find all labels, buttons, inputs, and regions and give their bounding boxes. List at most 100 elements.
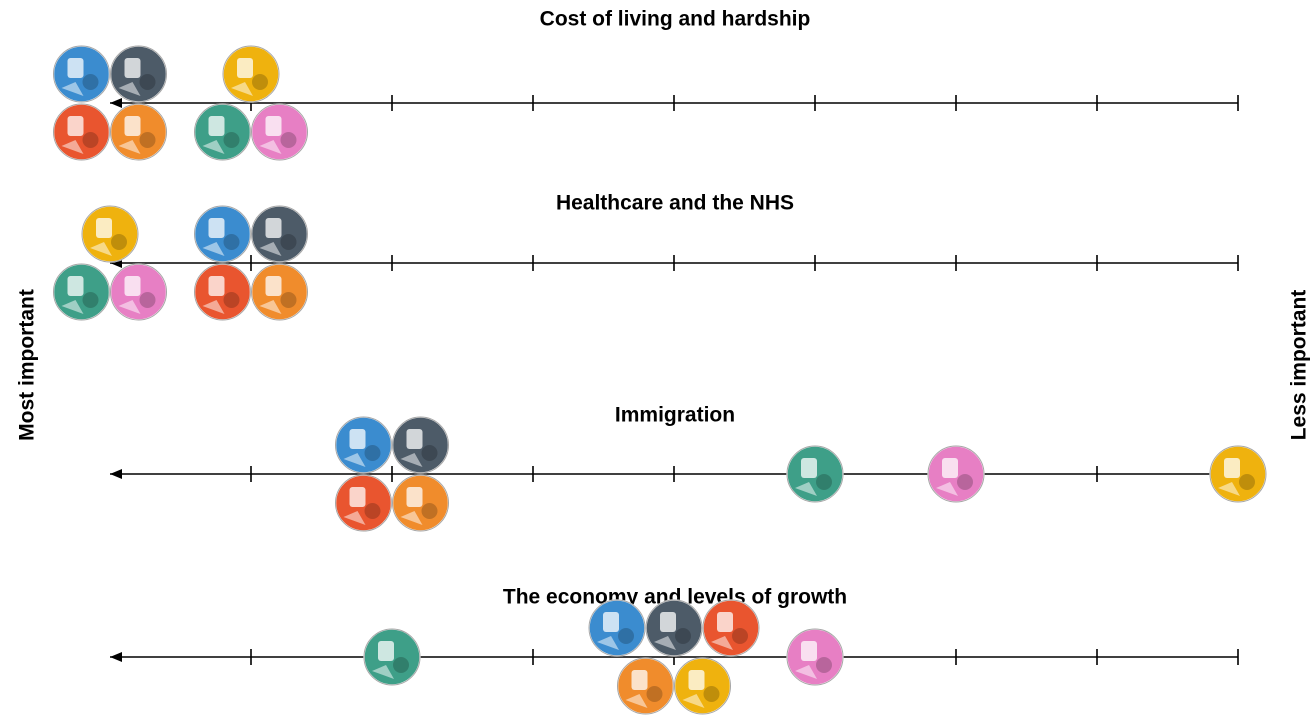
icon-detail: [936, 482, 958, 496]
icon-ring: [392, 416, 449, 474]
icon-ring: [702, 599, 760, 657]
persona-icon: [81, 205, 139, 263]
icon-detail: [597, 636, 619, 650]
icon-ring: [194, 103, 251, 161]
right-axis-label: Less important: [1288, 290, 1311, 441]
icon-detail: [364, 503, 381, 519]
icon-detail: [208, 276, 225, 296]
persona-icon: [391, 416, 450, 474]
icon-ring: [194, 205, 251, 263]
persona-icon: [193, 205, 252, 263]
icon-ring: [251, 103, 308, 161]
icon-detail: [349, 429, 366, 449]
icon-ring: [335, 474, 392, 532]
persona-icon: [786, 628, 844, 686]
icon-ring: [53, 45, 110, 103]
icon-detail: [202, 242, 225, 256]
panel-title: Cost of living and hardship: [540, 8, 811, 31]
persona-icon: [616, 657, 675, 715]
icon-detail: [252, 74, 268, 90]
panel-title: Immigration: [615, 404, 735, 427]
icon-ring: [786, 628, 844, 686]
icon-detail: [957, 474, 973, 490]
icon-detail: [816, 474, 832, 490]
icon-detail: [717, 612, 733, 632]
icon-ring: [1209, 445, 1267, 503]
icon-ring: [674, 657, 731, 715]
axis-arrow: [110, 98, 122, 108]
icon-detail: [343, 511, 366, 525]
persona-icon: [1209, 445, 1267, 503]
persona-icon: [673, 657, 732, 715]
icon-detail: [139, 292, 156, 308]
icon-detail: [118, 140, 141, 154]
icon-detail: [372, 665, 394, 679]
icon-detail: [259, 242, 282, 256]
icon-detail: [421, 503, 438, 519]
icon-ring: [222, 45, 280, 103]
icon-detail: [265, 276, 282, 296]
icon-detail: [703, 686, 720, 702]
icon-detail: [711, 636, 733, 650]
icon-detail: [259, 300, 282, 314]
persona-icon: [222, 45, 280, 103]
icon-detail: [660, 612, 676, 632]
persona-icon: [645, 599, 703, 657]
icon-detail: [732, 628, 748, 644]
icon-detail: [349, 487, 366, 507]
icon-detail: [90, 242, 112, 256]
icon-detail: [124, 58, 141, 78]
icon-detail: [603, 612, 619, 632]
icon-detail: [631, 670, 648, 690]
persona-icon: [109, 45, 168, 103]
icon-ring: [110, 103, 167, 161]
icon-detail: [139, 74, 156, 90]
icon-detail: [364, 445, 381, 461]
icon-detail: [280, 132, 297, 148]
icon-detail: [265, 218, 282, 238]
icon-ring: [927, 445, 985, 503]
icon-detail: [202, 300, 225, 314]
icon-detail: [111, 234, 127, 250]
icon-ring: [251, 263, 308, 321]
icon-detail: [816, 657, 832, 673]
icon-detail: [67, 276, 84, 296]
icon-detail: [124, 276, 141, 296]
icon-detail: [237, 58, 253, 78]
icon-ring: [110, 45, 167, 103]
icon-detail: [67, 58, 84, 78]
icon-detail: [942, 458, 958, 478]
icon-detail: [280, 234, 297, 250]
icon-detail: [688, 670, 705, 690]
left-axis-label: Most important: [16, 289, 39, 441]
persona-icon: [52, 45, 111, 103]
icon-ring: [645, 599, 703, 657]
icon-detail: [202, 140, 225, 154]
icon-detail: [223, 234, 240, 250]
icon-detail: [400, 453, 423, 467]
persona-icon: [702, 599, 760, 657]
icon-detail: [393, 657, 409, 673]
icon-detail: [625, 694, 648, 708]
icon-ring: [110, 263, 167, 321]
icon-detail: [82, 292, 99, 308]
icon-detail: [67, 116, 84, 136]
icon-detail: [801, 641, 817, 661]
icon-ring: [363, 628, 421, 686]
icon-detail: [265, 116, 282, 136]
icon-ring: [251, 205, 308, 263]
icon-detail: [1218, 482, 1240, 496]
persona-icon: [334, 416, 393, 474]
persona-icon: [250, 263, 309, 321]
persona-icon: [193, 103, 252, 161]
icon-detail: [118, 300, 141, 314]
icon-detail: [400, 511, 423, 525]
persona-icon: [334, 474, 393, 532]
icon-detail: [61, 82, 84, 96]
persona-icon: [588, 599, 646, 657]
icon-detail: [795, 482, 817, 496]
icon-detail: [280, 292, 297, 308]
icon-detail: [801, 458, 817, 478]
icon-detail: [406, 429, 423, 449]
